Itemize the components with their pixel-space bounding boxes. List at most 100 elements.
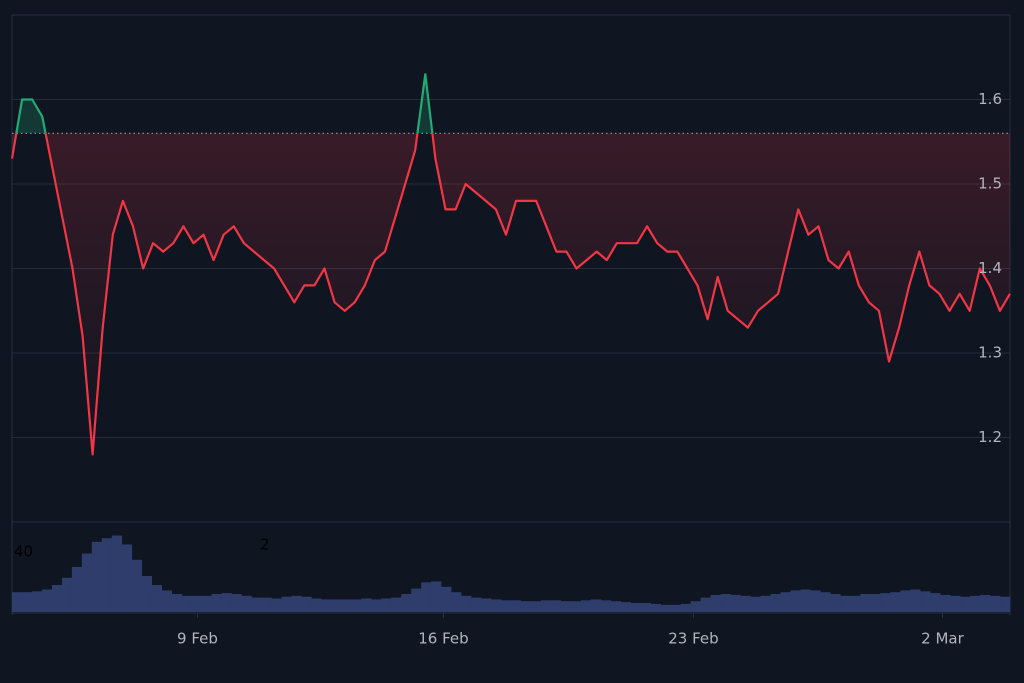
- volume-bar: [620, 602, 632, 612]
- volume-bar: [141, 576, 153, 612]
- volume-bar: [481, 598, 492, 612]
- volume-bar: [411, 588, 422, 612]
- volume-bar: [21, 592, 33, 612]
- volume-bar: [12, 592, 23, 612]
- y-tick-label: 1.3: [978, 344, 1002, 362]
- volume-bar: [201, 595, 212, 612]
- volume-bar: [101, 538, 113, 612]
- volume-bar: [131, 559, 143, 612]
- annotation: 2: [260, 536, 270, 554]
- volume-bar: [181, 595, 192, 612]
- volume-bar: [71, 567, 83, 612]
- volume-bar: [461, 595, 472, 612]
- volume-bar: [171, 594, 182, 612]
- volume-bar: [501, 600, 512, 612]
- volume-bar: [570, 601, 582, 612]
- volume-bar: [121, 544, 133, 612]
- volume-bar: [211, 594, 222, 612]
- volume-bar: [720, 594, 731, 612]
- volume-bar: [970, 595, 981, 612]
- volume-bar: [580, 600, 592, 612]
- volume-bar: [890, 592, 901, 612]
- volume-bar: [660, 604, 671, 612]
- volume-bar: [421, 582, 432, 612]
- volume-bar: [710, 594, 721, 612]
- volume-bar: [850, 595, 861, 612]
- volume-bar: [520, 601, 532, 612]
- x-tick-label: 16 Feb: [418, 630, 468, 648]
- x-tick-label: 9 Feb: [177, 630, 218, 648]
- volume-bar: [511, 600, 522, 612]
- volume-bar: [610, 601, 622, 612]
- volume-bar: [740, 595, 751, 612]
- volume-bar: [760, 595, 771, 612]
- volume-bar: [401, 594, 412, 612]
- volume-bar: [81, 553, 93, 612]
- volume-bar: [950, 595, 961, 612]
- volume-bar: [590, 599, 602, 612]
- volume-bar: [800, 589, 811, 612]
- y-tick-label: 1.6: [978, 90, 1002, 108]
- area-fill: [12, 133, 1010, 455]
- volume-bar: [281, 596, 292, 612]
- volume-bar: [880, 593, 891, 612]
- area-below: [12, 133, 1010, 455]
- volume-bar: [920, 591, 931, 612]
- volume-bar: [530, 601, 542, 612]
- volume-bar: [840, 595, 851, 612]
- volume-bar: [491, 599, 502, 612]
- volume-bar: [161, 590, 172, 612]
- volume-bar: [91, 541, 103, 612]
- volume-bar: [381, 598, 392, 612]
- volume-bar: [371, 599, 382, 612]
- volume-bar: [361, 598, 372, 612]
- volume-bar: [31, 591, 43, 612]
- volume-bar: [151, 585, 162, 612]
- volume-bar: [690, 601, 701, 612]
- volume-bar: [451, 592, 462, 612]
- volume-bar: [940, 594, 951, 612]
- volume-bar: [441, 586, 452, 612]
- volume-bar: [980, 594, 991, 612]
- volume-bar: [680, 603, 691, 612]
- volume-bar: [860, 594, 871, 612]
- y-tick-label: 1.2: [978, 428, 1002, 446]
- volume-bar: [51, 585, 63, 612]
- volume-bar: [241, 595, 252, 612]
- volume-bar: [351, 599, 362, 612]
- volume-bar: [331, 599, 342, 612]
- volume-bar: [640, 603, 652, 612]
- volume-bar: [271, 598, 282, 612]
- volume-bar: [810, 590, 821, 612]
- volume-bar: [550, 600, 562, 612]
- volume-bar: [630, 603, 642, 612]
- volume-bar: [910, 589, 921, 612]
- volume-bar: [341, 599, 352, 612]
- volume-bar: [770, 594, 781, 612]
- price-line: [10, 133, 1011, 456]
- volume-bar: [301, 596, 312, 612]
- volume-bar: [560, 601, 572, 612]
- volume-bar: [990, 595, 1001, 612]
- volume-bar: [700, 597, 711, 612]
- volume-bar: [790, 590, 801, 612]
- volume-bar: [251, 597, 262, 612]
- x-tick-label: 23 Feb: [668, 630, 718, 648]
- volume-bar: [600, 600, 612, 612]
- volume-bar: [311, 598, 322, 612]
- volume-bar: [111, 535, 123, 612]
- volume-bar: [870, 594, 881, 612]
- x-tick-label: 2 Mar: [921, 630, 964, 648]
- volume-bar: [431, 581, 442, 612]
- volume-bar: [730, 594, 741, 612]
- y-tick-label: 1.4: [978, 259, 1002, 277]
- volume-bar: [780, 592, 791, 612]
- volume-bar: [191, 595, 202, 612]
- volume-bar: [291, 595, 302, 612]
- y-tick-label: 1.5: [978, 175, 1002, 193]
- volume-bar: [221, 593, 232, 612]
- volume-bar: [391, 597, 402, 612]
- volume-bar: [960, 596, 971, 612]
- volume-bar: [41, 589, 53, 612]
